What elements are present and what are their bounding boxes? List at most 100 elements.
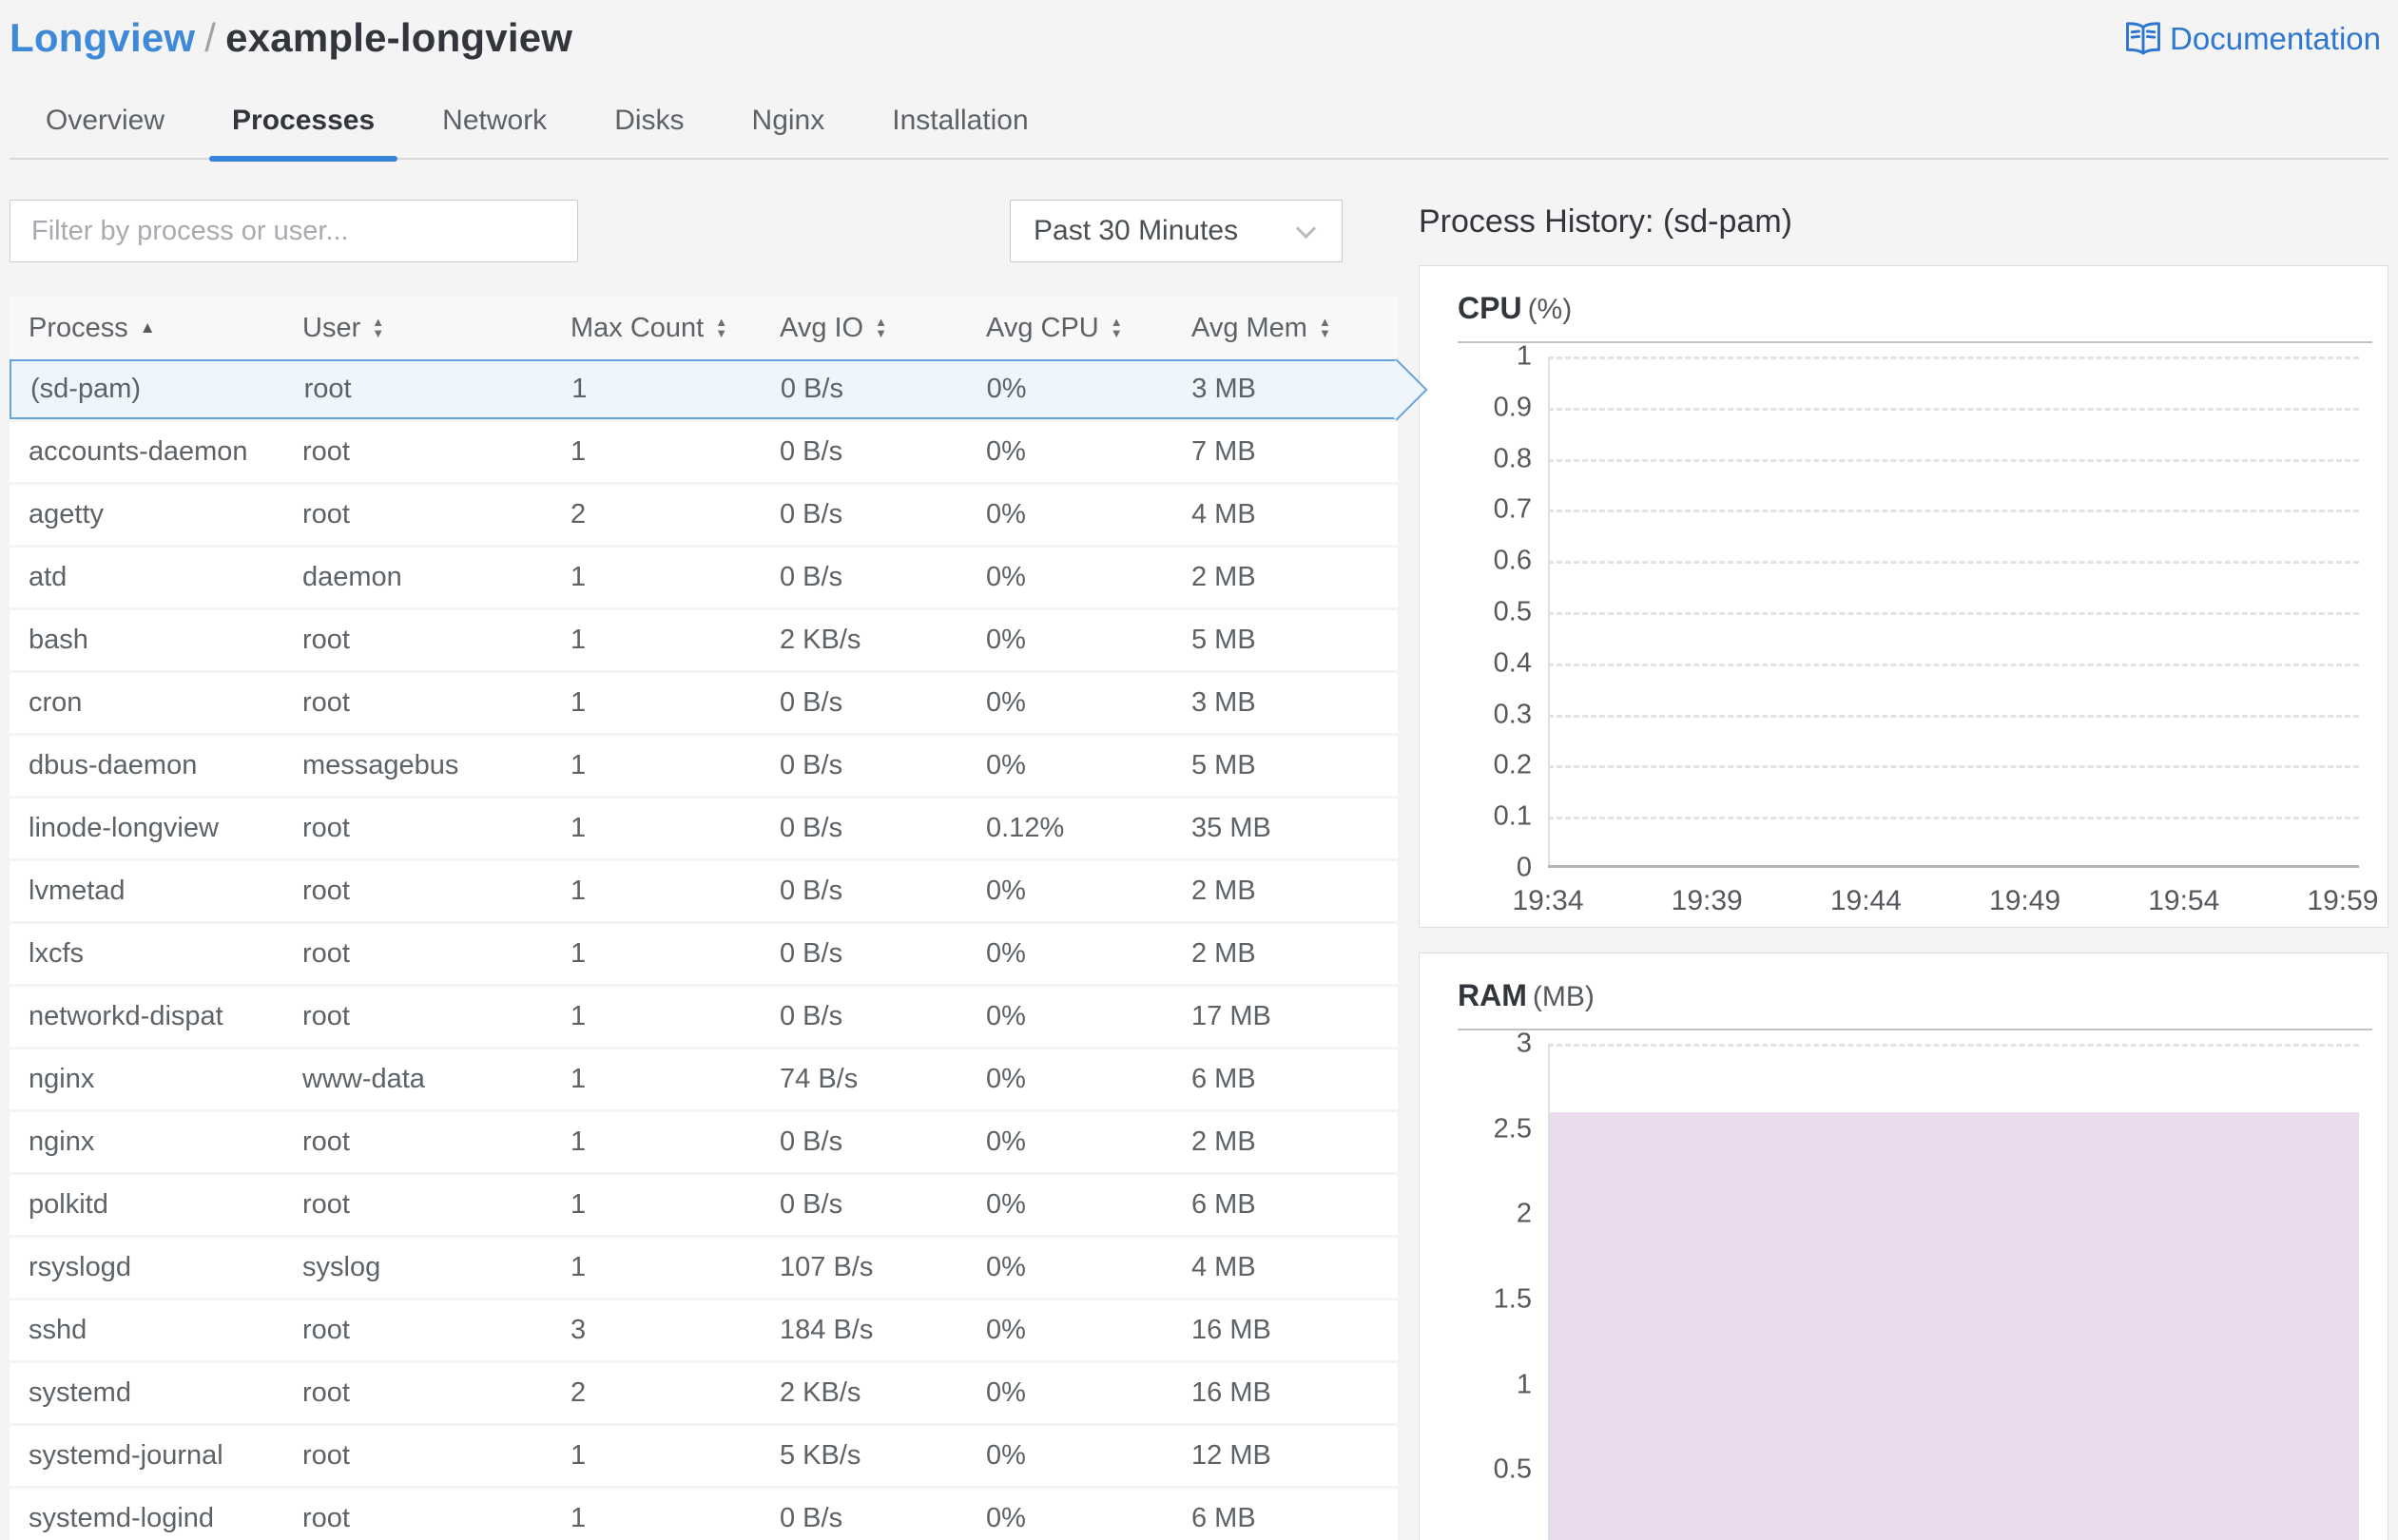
cell-max_count: 1	[570, 1126, 587, 1157]
table-row[interactable]: systemd-journal root 1 5 KB/s 0% 12 MB	[10, 1426, 1398, 1486]
cell-max_count: 1	[571, 374, 588, 404]
table-row[interactable]: accounts-daemon root 1 0 B/s 0% 7 MB	[10, 422, 1398, 482]
table-row[interactable]: (sd-pam) root 1 0 B/s 0% 3 MB	[10, 359, 1398, 419]
table-row[interactable]: agetty root 2 0 B/s 0% 4 MB	[10, 485, 1398, 545]
column-label: User	[302, 312, 361, 343]
column-header-avg-mem[interactable]: Avg Mem ▲ ▼	[1191, 313, 1398, 344]
documentation-link[interactable]: Documentation	[2122, 21, 2381, 57]
tab-overview[interactable]: Overview	[46, 105, 165, 136]
tab-installation[interactable]: Installation	[892, 105, 1029, 136]
cell-avg_cpu: 0%	[986, 625, 1026, 655]
cell-max_count: 1	[570, 938, 587, 969]
table-row[interactable]: rsyslogd syslog 1 107 B/s 0% 4 MB	[10, 1238, 1398, 1298]
cell-avg_mem: 3 MB	[1191, 687, 1256, 718]
tab-disks[interactable]: Disks	[614, 105, 685, 136]
cell-avg_cpu: 0%	[986, 687, 1026, 718]
cell-avg_mem: 17 MB	[1191, 1001, 1271, 1031]
table-row[interactable]: networkd-dispat root 1 0 B/s 0% 17 MB	[10, 987, 1398, 1047]
column-header-user[interactable]: User ▲ ▼	[302, 313, 570, 344]
cell-avg_cpu: 0%	[986, 1315, 1026, 1345]
gridline	[1548, 1044, 2359, 1047]
book-icon	[2122, 21, 2164, 57]
column-header-avg-cpu[interactable]: Avg CPU ▲ ▼	[986, 313, 1191, 344]
y-tick-label: 1	[1516, 1369, 1532, 1400]
table-row[interactable]: nginx root 1 0 B/s 0% 2 MB	[10, 1112, 1398, 1172]
table-row[interactable]: nginx www-data 1 74 B/s 0% 6 MB	[10, 1049, 1398, 1109]
table-row[interactable]: lvmetad root 1 0 B/s 0% 2 MB	[10, 861, 1398, 921]
y-tick-label: 0.1	[1493, 800, 1532, 832]
cell-user: root	[302, 1315, 350, 1345]
x-tick-label: 19:44	[1829, 885, 1902, 916]
cell-process: cron	[29, 687, 83, 718]
table-header: Process ▲ User ▲ ▼ Max Count ▲ ▼ Avg IO ▲ ▼ Avg CPU…	[10, 297, 1398, 359]
cell-user: root	[302, 1440, 350, 1471]
table-row[interactable]: polkitd root 1 0 B/s 0% 6 MB	[10, 1175, 1398, 1235]
x-tick-label: 19:39	[1671, 885, 1743, 916]
table-row[interactable]: bash root 1 2 KB/s 0% 5 MB	[10, 610, 1398, 670]
cell-user: root	[302, 1126, 350, 1157]
cell-avg_io: 0 B/s	[780, 876, 843, 906]
cell-max_count: 1	[570, 1252, 587, 1282]
cell-process: linode-longview	[29, 813, 219, 843]
x-tick-label: 19:49	[1989, 885, 2061, 916]
gridline	[1548, 458, 2359, 462]
table-row[interactable]: lxcfs root 1 0 B/s 0% 2 MB	[10, 924, 1398, 984]
table-row[interactable]: systemd-logind root 1 0 B/s 0% 6 MB	[10, 1489, 1398, 1540]
cell-avg_cpu: 0%	[986, 1189, 1026, 1220]
cell-avg_mem: 6 MB	[1191, 1189, 1256, 1220]
column-header-avg-io[interactable]: Avg IO ▲ ▼	[780, 313, 986, 344]
table-row[interactable]: dbus-daemon messagebus 1 0 B/s 0% 5 MB	[10, 736, 1398, 796]
y-tick-label: 2.5	[1493, 1113, 1532, 1145]
cell-avg_io: 184 B/s	[780, 1315, 874, 1345]
y-tick-label: 0.7	[1493, 493, 1532, 525]
table-row[interactable]: atd daemon 1 0 B/s 0% 2 MB	[10, 548, 1398, 607]
cell-avg_cpu: 0%	[986, 374, 1027, 404]
filter-input[interactable]	[10, 200, 578, 262]
cell-user: messagebus	[302, 750, 459, 780]
cell-user: root	[302, 625, 350, 655]
cpu-chart-card: CPU (%) 1 0.9 0.8 0.7 0.6 0.5 0.4 0.3 0.2 0.1 0 19:3…	[1419, 265, 2388, 928]
column-header-max-count[interactable]: Max Count ▲ ▼	[570, 313, 780, 344]
x-tick-label: 19:59	[2307, 885, 2379, 916]
cpu-chart: 1 0.9 0.8 0.7 0.6 0.5 0.4 0.3 0.2 0.1 0 19:34 19:39 1…	[1458, 341, 2379, 927]
y-tick-label: 1	[1516, 340, 1532, 372]
gridline	[1548, 765, 2359, 769]
table-row[interactable]: cron root 1 0 B/s 0% 3 MB	[10, 673, 1398, 733]
column-header-process[interactable]: Process ▲	[29, 313, 302, 344]
cell-avg_cpu: 0%	[986, 1064, 1026, 1094]
cell-max_count: 1	[570, 562, 587, 592]
gridline	[1548, 612, 2359, 615]
column-label: Avg CPU	[986, 312, 1099, 343]
tab-nginx[interactable]: Nginx	[751, 105, 825, 136]
y-tick-label: 0.2	[1493, 749, 1532, 780]
cell-process: agetty	[29, 499, 104, 529]
time-range-select[interactable]: Past 30 Minutes	[1010, 200, 1343, 262]
table-row[interactable]: systemd root 2 2 KB/s 0% 16 MB	[10, 1363, 1398, 1423]
y-tick-label: 0.3	[1493, 699, 1532, 730]
cell-avg_cpu: 0%	[986, 938, 1026, 969]
cell-avg_mem: 6 MB	[1191, 1503, 1256, 1533]
cell-avg_io: 2 KB/s	[780, 625, 861, 655]
cell-avg_cpu: 0%	[986, 1440, 1026, 1471]
cell-user: root	[302, 938, 350, 969]
cell-avg_io: 0 B/s	[780, 938, 843, 969]
cell-avg_mem: 4 MB	[1191, 1252, 1256, 1282]
breadcrumb-root-link[interactable]: Longview	[10, 15, 196, 60]
history-panel: Process History: (sd-pam) CPU (%) 1 0.9 0.8…	[1419, 200, 2388, 1540]
table-row[interactable]: linode-longview root 1 0 B/s 0.12% 35 MB	[10, 799, 1398, 858]
breadcrumb-separator: /	[204, 15, 217, 60]
tab-network[interactable]: Network	[442, 105, 548, 136]
table-row[interactable]: sshd root 3 184 B/s 0% 16 MB	[10, 1300, 1398, 1360]
x-tick-label: 19:34	[1512, 885, 1584, 916]
series-area-fill	[1550, 1111, 2359, 1540]
tab-bar: Overview Processes Network Disks Nginx Instal…	[10, 105, 2388, 162]
gridline	[1548, 714, 2359, 718]
sort-ascending-icon: ▲	[139, 318, 156, 337]
cell-avg_cpu: 0%	[986, 750, 1026, 780]
tab-processes[interactable]: Processes	[209, 105, 398, 162]
cell-user: root	[303, 374, 352, 404]
cell-max_count: 1	[570, 750, 587, 780]
cell-max_count: 1	[570, 1001, 587, 1031]
cell-avg_io: 107 B/s	[780, 1252, 874, 1282]
